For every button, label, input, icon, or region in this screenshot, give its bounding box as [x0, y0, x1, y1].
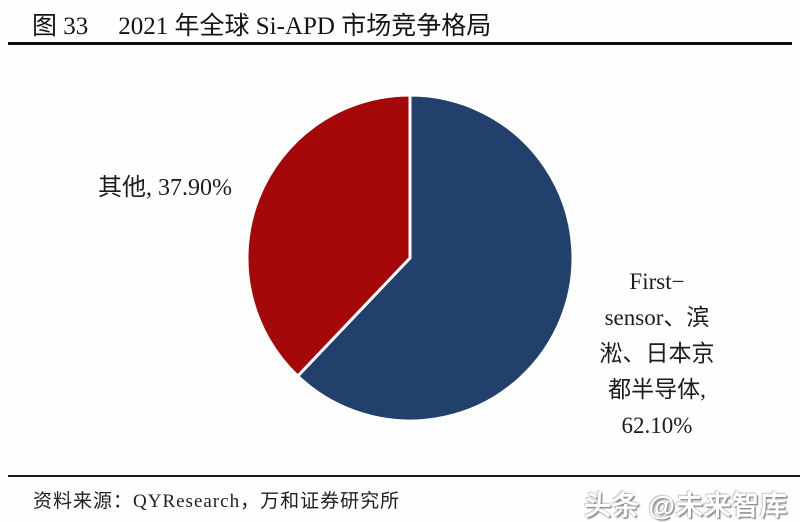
pie-label-main: First− sensor、滨 淞、日本京 都半导体, 62.10% [572, 264, 742, 444]
pie-label-other: 其他, 37.90% [98, 175, 232, 201]
figure-number: 图 33 [32, 13, 89, 40]
figure-title-text: 2021 年全球 Si-APD 市场竞争格局 [118, 13, 492, 40]
watermark-text: 头条 @未来智库 [584, 491, 788, 521]
pie-label-main-line: 淞、日本京 [599, 341, 715, 366]
title-divider-line [8, 42, 792, 45]
pie-label-main-line: First− [629, 269, 685, 294]
pie-label-main-line: 都半导体, [608, 377, 706, 402]
pie-label-main-line: 62.10% [621, 413, 693, 438]
pie-label-main-line: sensor、滨 [604, 305, 710, 330]
source-note: 资料来源：QYResearch，万和证券研究所 [33, 491, 401, 512]
figure-title: 图 33 2021 年全球 Si-APD 市场竞争格局 [32, 6, 491, 42]
footer-divider-line [8, 475, 800, 477]
pie-slice [296, 93, 575, 423]
pie-slice [245, 93, 412, 378]
